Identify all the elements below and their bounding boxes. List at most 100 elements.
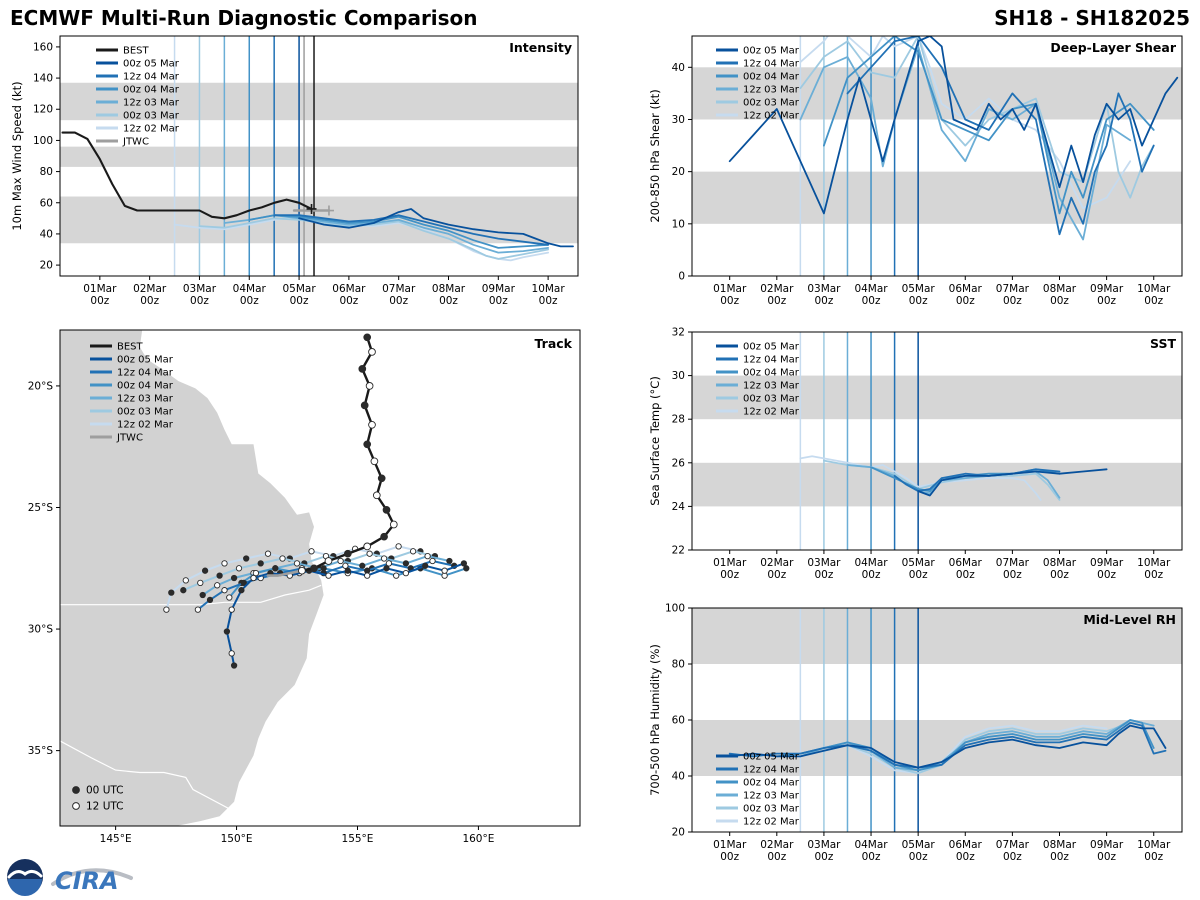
svg-text:00z 05 Mar: 00z 05 Mar <box>117 355 174 366</box>
shear-panel: 0 10 20 30 40 01Mar 00z 02Mar 00z 03Mar 00z 04Mar 00… <box>646 28 1192 320</box>
svg-text:00z: 00z <box>389 295 408 307</box>
svg-text:02Mar: 02Mar <box>760 557 794 569</box>
svg-text:00z: 00z <box>767 851 786 863</box>
svg-text:20: 20 <box>672 166 685 178</box>
svg-text:Deep-Layer Shear: Deep-Layer Shear <box>1050 40 1176 55</box>
svg-text:200-850 hPa Shear (kt): 200-850 hPa Shear (kt) <box>648 89 662 222</box>
svg-text:00z: 00z <box>1050 851 1069 863</box>
svg-text:700-500 hPa Humidity (%): 700-500 hPa Humidity (%) <box>648 644 662 796</box>
svg-text:80: 80 <box>40 166 53 178</box>
sst-panel: 22 24 26 28 30 32 01Mar 00z 02Mar 00z 03Mar 00z 04Ma… <box>646 324 1192 594</box>
svg-text:12z 04 Mar: 12z 04 Mar <box>743 355 800 366</box>
svg-text:10Mar: 10Mar <box>1137 557 1171 569</box>
svg-text:120: 120 <box>33 104 53 116</box>
svg-text:04Mar: 04Mar <box>854 283 888 295</box>
svg-text:01Mar: 01Mar <box>713 839 747 851</box>
svg-text:03Mar: 03Mar <box>807 557 841 569</box>
svg-text:09Mar: 09Mar <box>1090 557 1124 569</box>
svg-text:00z 03 Mar: 00z 03 Mar <box>743 394 800 405</box>
rh-chart: 2040608010001Mar00z02Mar00z03Mar00z04Mar… <box>648 603 1183 863</box>
svg-text:04Mar: 04Mar <box>854 557 888 569</box>
svg-text:26: 26 <box>672 457 686 469</box>
svg-text:00z: 00z <box>1003 569 1022 581</box>
page-title: ECMWF Multi-Run Diagnostic Comparison <box>10 6 478 30</box>
svg-text:04Mar: 04Mar <box>854 839 888 851</box>
svg-text:00z: 00z <box>814 569 833 581</box>
svg-text:00z 05 Mar: 00z 05 Mar <box>123 59 180 70</box>
svg-text:12z 03 Mar: 12z 03 Mar <box>743 791 800 802</box>
svg-text:00z: 00z <box>90 295 109 307</box>
svg-text:00z: 00z <box>767 569 786 581</box>
noaa-logo <box>7 859 43 896</box>
intensity-chart: 2040608010012014016001Mar00z02Mar00z03Ma… <box>10 35 579 307</box>
svg-text:00z: 00z <box>862 851 881 863</box>
svg-text:00z 04 Mar: 00z 04 Mar <box>743 72 800 83</box>
svg-text:03Mar: 03Mar <box>807 839 841 851</box>
svg-text:00z 03 Mar: 00z 03 Mar <box>117 407 174 418</box>
svg-text:00z: 00z <box>1003 851 1022 863</box>
svg-text:02Mar: 02Mar <box>760 283 794 295</box>
svg-text:03Mar: 03Mar <box>807 283 841 295</box>
svg-text:10m Max Wind Speed (kt): 10m Max Wind Speed (kt) <box>10 81 24 230</box>
svg-text:35°S: 35°S <box>28 745 54 757</box>
svg-text:02Mar: 02Mar <box>133 283 167 295</box>
svg-text:0: 0 <box>678 271 685 283</box>
svg-text:01Mar: 01Mar <box>83 283 117 295</box>
svg-text:10Mar: 10Mar <box>1137 839 1171 851</box>
svg-text:60: 60 <box>672 715 685 727</box>
svg-text:00z: 00z <box>1050 569 1069 581</box>
svg-text:20°S: 20°S <box>28 380 54 392</box>
svg-text:25°S: 25°S <box>28 502 54 514</box>
sst-chart: 22242628303201Mar00z02Mar00z03Mar00z04Ma… <box>648 327 1183 581</box>
track-panel: 20°S 25°S 30°S 35°S 145°E 150°E 155°E 160°E Trac… <box>8 324 588 856</box>
svg-text:07Mar: 07Mar <box>996 557 1030 569</box>
svg-text:155°E: 155°E <box>342 833 374 845</box>
svg-text:12z 04 Mar: 12z 04 Mar <box>743 59 800 70</box>
svg-text:00z 04 Mar: 00z 04 Mar <box>743 778 800 789</box>
svg-text:00z: 00z <box>1144 569 1163 581</box>
header: ECMWF Multi-Run Diagnostic Comparison SH… <box>0 4 1200 32</box>
svg-text:00z: 00z <box>956 295 975 307</box>
svg-text:00z 03 Mar: 00z 03 Mar <box>743 98 800 109</box>
svg-text:145°E: 145°E <box>100 833 132 845</box>
svg-text:12z 04 Mar: 12z 04 Mar <box>117 368 174 379</box>
footer-logos: CIRA <box>6 856 226 898</box>
svg-text:02Mar: 02Mar <box>760 839 794 851</box>
svg-text:00z 05 Mar: 00z 05 Mar <box>743 752 800 763</box>
svg-text:07Mar: 07Mar <box>382 283 416 295</box>
svg-text:40: 40 <box>672 771 685 783</box>
svg-text:00z: 00z <box>1050 295 1069 307</box>
svg-text:Sea Surface Temp (°C): Sea Surface Temp (°C) <box>648 376 662 506</box>
svg-text:00z 03 Mar: 00z 03 Mar <box>123 111 180 122</box>
svg-text:12z 03 Mar: 12z 03 Mar <box>743 85 800 96</box>
svg-text:80: 80 <box>672 659 685 671</box>
svg-text:06Mar: 06Mar <box>949 839 983 851</box>
svg-text:00z: 00z <box>489 295 508 307</box>
svg-text:00z: 00z <box>290 295 309 307</box>
svg-text:00z 04 Mar: 00z 04 Mar <box>743 368 800 379</box>
svg-text:150°E: 150°E <box>221 833 253 845</box>
svg-text:04Mar: 04Mar <box>233 283 267 295</box>
svg-text:00z 04 Mar: 00z 04 Mar <box>123 85 180 96</box>
track-map: 20°S 25°S 30°S 35°S 145°E 150°E 155°E 160°E Trac… <box>28 329 581 845</box>
svg-text:Intensity: Intensity <box>509 40 572 55</box>
shear-chart: 01020304001Mar00z02Mar00z03Mar00z04Mar00… <box>648 35 1183 307</box>
svg-text:05Mar: 05Mar <box>902 557 936 569</box>
svg-text:08Mar: 08Mar <box>1043 839 1077 851</box>
svg-text:00z: 00z <box>909 295 928 307</box>
svg-text:12z 03 Mar: 12z 03 Mar <box>117 394 174 405</box>
svg-text:BEST: BEST <box>117 342 144 353</box>
svg-text:00z: 00z <box>720 569 739 581</box>
svg-text:07Mar: 07Mar <box>996 839 1030 851</box>
svg-text:00z: 00z <box>956 851 975 863</box>
svg-text:00z: 00z <box>814 295 833 307</box>
svg-text:05Mar: 05Mar <box>282 283 316 295</box>
svg-text:60: 60 <box>40 197 53 209</box>
svg-text:00z: 00z <box>909 851 928 863</box>
svg-text:09Mar: 09Mar <box>1090 283 1124 295</box>
svg-text:00z: 00z <box>539 295 558 307</box>
svg-text:160: 160 <box>33 41 53 53</box>
svg-text:03Mar: 03Mar <box>183 283 217 295</box>
svg-text:06Mar: 06Mar <box>949 557 983 569</box>
